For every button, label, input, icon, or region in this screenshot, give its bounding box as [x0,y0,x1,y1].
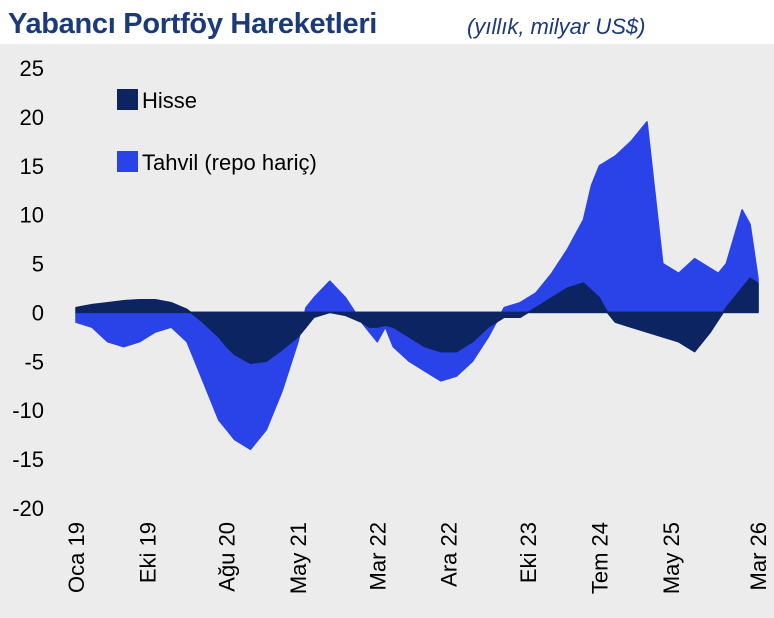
chart-areas [75,121,759,451]
legend-label-tahvil: Tahvil (repo hariç) [142,150,317,175]
y-tick-label: -20 [12,496,44,521]
x-tick-label: Ağu 20 [215,522,240,592]
series-area-tahvil [75,121,759,451]
y-tick-label: 0 [32,300,44,325]
chart-subtitle: (yıllık, milyar US$) [467,14,646,39]
x-tick-label: Mar 26 [746,522,771,590]
chart-title: Yabancı Portföy Hareketleri [8,8,378,40]
x-axis: Oca 19 Eki 19 Ağu 20 May 21 Mar 22 Ara 22 Eki … [64,522,771,594]
x-tick-label: Oca 19 [64,522,89,593]
legend-label-hisse: Hisse [142,88,197,113]
y-axis: 25 20 15 10 5 0 -5 -10 -15 -20 [12,56,44,521]
x-tick-label: May 21 [286,522,311,594]
y-tick-label: -10 [12,398,44,423]
y-tick-label: 20 [20,105,44,130]
y-tick-label: -5 [24,349,44,374]
y-tick-label: 10 [20,203,44,228]
legend-swatch-hisse [117,89,138,110]
legend-swatch-tahvil [117,151,138,172]
x-tick-label: Ara 22 [437,522,462,587]
y-tick-label: 15 [20,154,44,179]
series-area-hisse [75,277,759,365]
x-tick-label: May 25 [659,522,684,594]
legend: Hisse Tahvil (repo hariç) [117,88,317,175]
y-tick-label: 5 [32,252,44,277]
x-tick-label: Tem 24 [587,522,612,594]
x-tick-label: Mar 22 [365,522,390,590]
y-tick-label: 25 [20,56,44,81]
x-tick-label: Eki 19 [135,522,160,583]
x-tick-label: Eki 23 [516,522,541,583]
y-tick-label: -15 [12,447,44,472]
